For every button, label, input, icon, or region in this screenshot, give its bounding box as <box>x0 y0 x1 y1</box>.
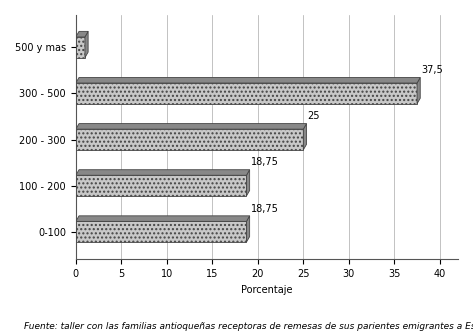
Text: Fuente: taller con las familias antioqueñas receptoras de remesas de sus parient: Fuente: taller con las familias antioque… <box>24 322 473 331</box>
Bar <box>76 83 417 104</box>
Polygon shape <box>76 170 250 175</box>
Polygon shape <box>417 78 420 104</box>
Bar <box>76 175 246 196</box>
Polygon shape <box>246 216 250 242</box>
Bar <box>76 129 303 150</box>
Bar <box>76 221 246 242</box>
Polygon shape <box>76 216 250 221</box>
Polygon shape <box>246 170 250 196</box>
Polygon shape <box>85 31 88 58</box>
Text: 25: 25 <box>307 111 320 121</box>
Polygon shape <box>76 31 88 37</box>
Text: 18,75: 18,75 <box>251 158 279 167</box>
Text: 37,5: 37,5 <box>421 65 443 75</box>
Polygon shape <box>76 124 307 129</box>
Bar <box>76 37 85 58</box>
Text: 18,75: 18,75 <box>251 203 279 213</box>
X-axis label: Porcentaje: Porcentaje <box>241 285 293 295</box>
Polygon shape <box>303 124 307 150</box>
Polygon shape <box>76 78 420 83</box>
